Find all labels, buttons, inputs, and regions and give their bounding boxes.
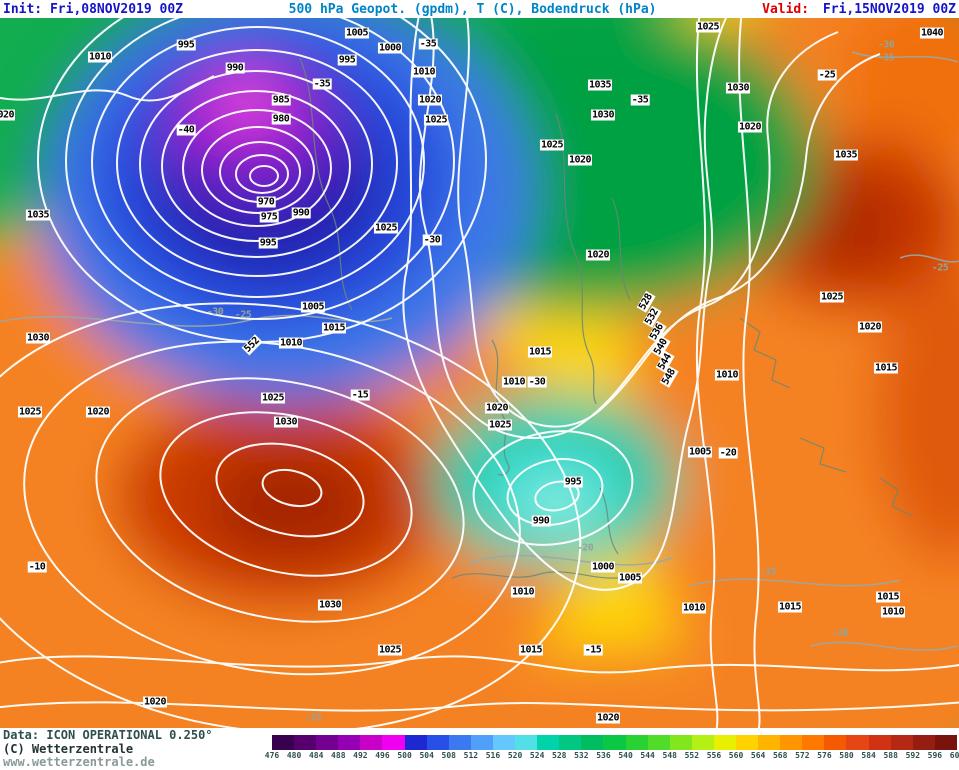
colorbar-tick: 520 — [507, 751, 523, 760]
colorbar-tick: 536 — [596, 751, 611, 760]
colorbar-segment — [713, 735, 736, 750]
colorbar-tick: 492 — [353, 751, 368, 760]
colorbar-segment — [404, 735, 427, 750]
colorbar-tick: 512 — [463, 751, 479, 760]
colorbar-segment — [360, 735, 383, 750]
credits: Data: ICON OPERATIONAL 0.250° (C) Wetter… — [3, 728, 213, 770]
coastlines — [299, 57, 913, 579]
colorbar-tick: 524 — [529, 751, 545, 760]
valid-time: Valid: Fri,15NOV2019 00Z — [762, 2, 956, 17]
colorbar-tick: 596 — [927, 751, 943, 760]
colorbar-tick: 568 — [772, 751, 788, 760]
colorbar-tick: 548 — [662, 751, 677, 760]
colorbar-segment — [735, 735, 759, 750]
colorbar-segment — [382, 735, 405, 750]
title-bar: Init: Fri,08NOV2019 00Z 500 hPa Geopot. … — [0, 0, 959, 18]
color-scale: 476 480 484 488 492 496 500 504 508 512 516 520 524 5… — [265, 735, 959, 765]
colorbar-tick: 484 — [308, 751, 324, 760]
init-time: Init: Fri,08NOV2019 00Z — [3, 1, 184, 17]
temperature-color-field — [0, 18, 959, 728]
colorbar-tick: 480 — [286, 751, 302, 760]
colorbar-tick: 528 — [552, 751, 567, 760]
copyright: (C) Wetterzentrale — [3, 741, 134, 756]
colorbar-tick: 592 — [905, 751, 921, 760]
colorbar-segment — [890, 735, 913, 750]
colorbar-segment — [581, 735, 604, 750]
data-source: Data: ICON OPERATIONAL 0.250° — [3, 728, 213, 742]
colorbar-tick: 556 — [706, 751, 722, 760]
colorbar-tick: 488 — [331, 751, 346, 760]
colorbar-segment — [470, 735, 493, 750]
weather-map-svg — [0, 18, 959, 728]
colorbar-segment — [691, 735, 714, 750]
colorbar-tick: 588 — [883, 751, 898, 760]
colorbar-segment — [625, 735, 648, 750]
colorbar-segment — [603, 735, 626, 750]
colorbar-tick: 584 — [861, 751, 876, 760]
footer: Data: ICON OPERATIONAL 0.250° (C) Wetter… — [0, 728, 959, 770]
colorbar-segment — [868, 735, 891, 750]
colorbar-segment — [647, 735, 670, 750]
colorbar-segment — [316, 735, 339, 750]
colorbar-segment — [934, 735, 957, 750]
colorbar-tick: 544 — [640, 751, 655, 760]
colorbar-tick: 580 — [839, 751, 854, 760]
colorbar-tick: 500 — [397, 751, 412, 760]
valid-value: Fri,15NOV2019 00Z — [822, 1, 956, 17]
colorbar-segment — [426, 735, 449, 750]
colorbar-tick: 504 — [419, 751, 434, 760]
colorbar-tick: 600 — [949, 751, 959, 760]
colorbar-segment — [338, 735, 361, 750]
colorbar-segment — [780, 735, 803, 750]
colorbar-segment — [448, 735, 471, 750]
colorbar-tick: 560 — [728, 751, 744, 760]
temperature-contours-gray — [0, 51, 959, 651]
valid-label: Valid: — [762, 1, 810, 17]
colorbar-segment — [802, 735, 825, 750]
colorbar-tick: 476 — [264, 751, 280, 760]
colorbar-tick: 540 — [618, 751, 633, 760]
colorbar — [272, 735, 957, 750]
colorbar-segment — [294, 735, 317, 750]
website-url: www.wetterzentrale.de — [3, 755, 155, 769]
colorbar-tick: 552 — [684, 751, 700, 760]
colorbar-segment — [758, 735, 781, 750]
colorbar-tick-labels: 476 480 484 488 492 496 500 504 508 512 516 520 524 5… — [265, 750, 959, 761]
weather-map: 1010 995 990 1005 1000 995 -35 1010 985 980 -40 -35… — [0, 18, 959, 728]
colorbar-tick: 564 — [750, 751, 766, 760]
geopotential-isobar-contours-white — [0, 18, 959, 728]
colorbar-tick: 496 — [375, 751, 390, 760]
colorbar-segment — [537, 735, 560, 750]
colorbar-segment — [824, 735, 847, 750]
colorbar-segment — [515, 735, 538, 750]
colorbar-segment — [669, 735, 692, 750]
colorbar-segment — [492, 735, 516, 750]
chart-title: 500 hPa Geopot. (gpdm), T (C), Bodendruc… — [288, 1, 657, 17]
colorbar-tick: 572 — [795, 751, 810, 760]
colorbar-segment — [846, 735, 869, 750]
colorbar-tick: 516 — [485, 751, 501, 760]
colorbar-segment — [559, 735, 582, 750]
colorbar-segment — [272, 735, 295, 750]
colorbar-tick: 532 — [574, 751, 589, 760]
colorbar-segment — [912, 735, 935, 750]
colorbar-tick: 508 — [441, 751, 456, 760]
colorbar-tick: 576 — [817, 751, 832, 760]
